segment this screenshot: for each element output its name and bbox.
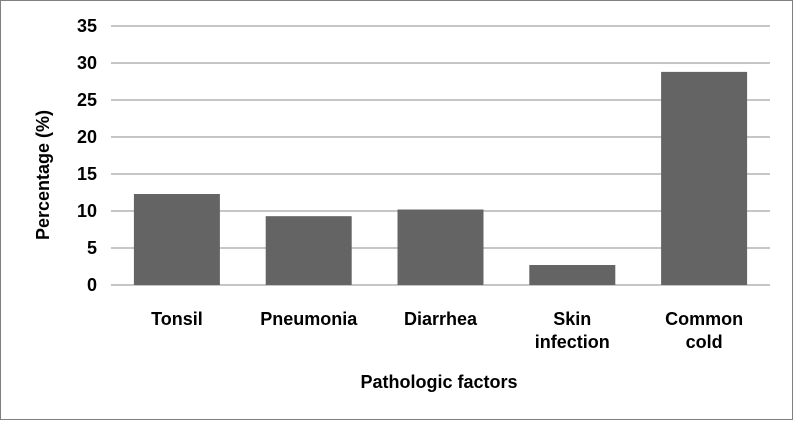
y-tick-label: 10 <box>77 201 97 221</box>
y-tick-label: 35 <box>77 16 97 36</box>
bar-common-cold <box>661 71 748 285</box>
x-tick-label: Skin infection <box>535 309 610 352</box>
x-tick-label: Pneumonia <box>260 309 358 329</box>
bar-pneumonia <box>265 216 352 285</box>
bar-diarrhea <box>397 209 484 285</box>
bar-skin-infection <box>529 265 616 285</box>
y-tick-label: 20 <box>77 127 97 147</box>
y-axis-label: Percentage (%) <box>33 110 53 240</box>
y-tick-labels: 0 5 10 15 20 25 30 35 <box>77 16 97 295</box>
y-tick-label: 15 <box>77 164 97 184</box>
x-tick-label: Tonsil <box>151 309 203 329</box>
x-axis-label: Pathologic factors <box>360 372 517 392</box>
y-tick-label: 0 <box>87 275 97 295</box>
x-tick-label: Common cold <box>665 309 743 352</box>
y-tick-label: 5 <box>87 238 97 258</box>
y-tick-label: 30 <box>77 53 97 73</box>
bar-tonsil <box>133 193 220 285</box>
bars <box>133 71 748 285</box>
x-tick-labels: Tonsil Pneumonia Diarrhea Skin infection Comm… <box>151 309 743 352</box>
y-tick-label: 25 <box>77 90 97 110</box>
x-tick-label: Diarrhea <box>404 309 478 329</box>
